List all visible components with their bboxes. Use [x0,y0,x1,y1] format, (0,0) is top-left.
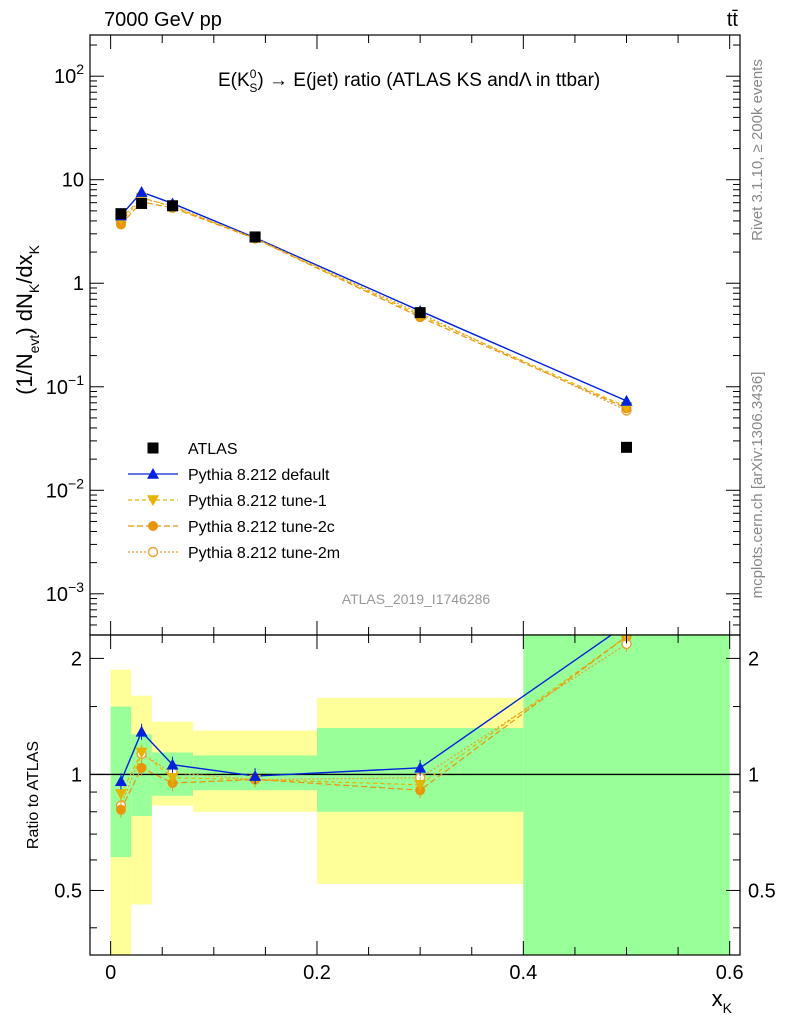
ratio-tune1-point [135,747,148,759]
main-y-axis-label: (1/Nevt) dNK/dxK [12,244,42,395]
legend-tune2m-marker [147,546,159,558]
main-plot-panel: 102 10 1 10−1 10−2 10−3 E(K0 S) → E(jet) ratio… [12,34,741,636]
ratio-tune2c-line [120,635,627,810]
main-series-layer [114,186,633,453]
ratio-band-inner [523,635,730,955]
legend-atlas-label: ATLAS [188,441,238,458]
ratio-tune1-point [114,789,127,800]
atlas-point [167,200,179,212]
default-point [135,186,148,197]
default-point [620,394,633,406]
legend: ATLAS Pythia 8.212 default Pythia 8.212 tu… [128,441,340,562]
atlas-point [136,197,148,209]
x-tick-label: 0.2 [303,962,331,984]
ratio-y-tick-label-right: 0.5 [748,880,776,902]
ratio-y-tick-label-right: 1 [748,764,759,786]
atlas-point [115,208,127,220]
default-line [120,191,627,402]
main-axis-ticks: 102 10 1 10−1 10−2 10−3 [46,35,740,636]
main-title: E(K0 S) → E(jet) ratio (ATLAS KS andΛ in … [218,67,600,95]
main-y-tick-label: 102 [54,61,84,88]
main-y-tick-label: 10−1 [46,372,84,399]
ratio-axis-ticks: 2 2 1 1 0.5 0.5 0 0.2 0.4 0.6 [54,635,776,984]
main-y-tick-label: 10−2 [46,475,84,502]
ratio-y-tick-label: 0.5 [54,880,82,902]
ratio-default-point [414,761,427,773]
atlas-point [414,307,426,319]
ratio-default-line [120,635,613,782]
analysis-watermark: ATLAS_2019_I1746286 [342,591,491,607]
ratio-tune2c-point [115,804,126,815]
x-axis-label: xK [712,986,733,1016]
main-y-tick-label: 1 [73,273,84,295]
legend-default-label: Pythia 8.212 default [188,467,330,484]
ratio-default-point [166,758,179,770]
x-tick-label: 0.4 [509,962,537,984]
legend-tune2c-marker [148,521,158,531]
legend-tune1-label: Pythia 8.212 tune-1 [188,493,327,510]
main-y-tick-label: 10−3 [46,579,84,606]
mcplots-label: mcplots.cern.ch [arXiv:1306.3436] [749,372,766,599]
atlas-point [621,441,633,453]
tune2m-line [120,197,627,412]
legend-tune1-marker [147,495,159,506]
ratio-default-point [114,775,127,787]
ratio-y-tick-label: 1 [71,764,82,786]
ratio-tune2m-line [120,643,627,806]
legend-tune2c-label: Pythia 8.212 tune-2c [188,519,335,536]
ratio-series-layer [114,635,632,818]
legend-default-marker [147,468,159,479]
x-tick-label: 0 [105,962,116,984]
ratio-tune1-point [166,773,179,784]
ratio-default-point [135,725,148,737]
main-y-tick-label: 10 [62,170,84,192]
process-label: tt̄ [727,9,739,31]
tune2c-line [120,201,627,409]
rivet-label: Rivet 3.1.10, ≥ 200k events [749,59,766,241]
energy-label: 7000 GeV pp [104,9,222,31]
ratio-plot-panel: 2 2 1 1 0.5 0.5 0 0.2 0.4 0.6 Ratio to ATLAS xK [25,634,776,1016]
ratio-y-axis-label: Ratio to ATLAS [25,741,42,849]
ratio-tune2c-point [136,762,147,773]
ratio-series-clip [114,635,632,818]
atlas-point [249,231,261,243]
ratio-default-point [249,770,262,781]
ratio-tune1-line [120,635,627,795]
legend-atlas-marker [147,442,159,454]
ratio-frame [89,634,741,956]
ratio-y-tick-label-right: 2 [748,648,759,670]
ratio-y-tick-label: 2 [71,648,82,670]
ratio-tune1-point [414,779,427,791]
legend-tune2m-label: Pythia 8.212 tune-2m [188,545,340,562]
x-tick-label: 0.6 [716,962,744,984]
